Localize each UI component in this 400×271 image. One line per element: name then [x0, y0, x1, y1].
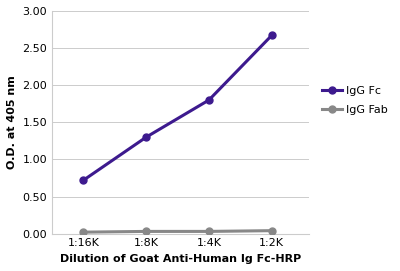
IgG Fab [144, 230, 149, 233]
IgG Fab [269, 229, 274, 232]
IgG Fab [206, 230, 211, 233]
IgG Fc [269, 34, 274, 37]
IgG Fc [144, 136, 149, 139]
IgG Fab [81, 231, 86, 234]
Y-axis label: O.D. at 405 nm: O.D. at 405 nm [7, 75, 17, 169]
Line: IgG Fc: IgG Fc [80, 32, 275, 184]
Legend: IgG Fc, IgG Fab: IgG Fc, IgG Fab [318, 81, 392, 119]
IgG Fc [206, 98, 211, 102]
X-axis label: Dilution of Goat Anti-Human Ig Fc-HRP: Dilution of Goat Anti-Human Ig Fc-HRP [60, 254, 301, 264]
IgG Fc [81, 179, 86, 182]
Line: IgG Fab: IgG Fab [80, 227, 275, 235]
